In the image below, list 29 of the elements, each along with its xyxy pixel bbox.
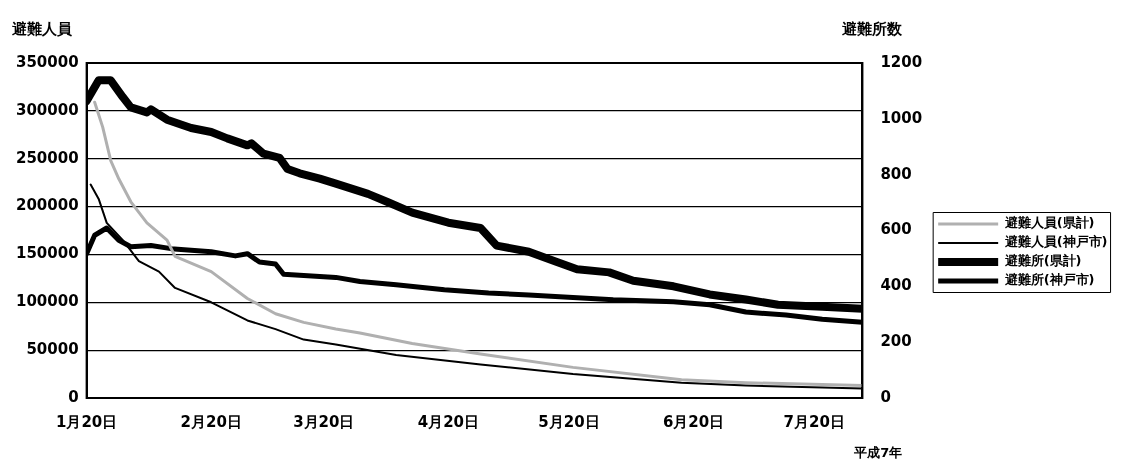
legend-label: 避難人員(神戸市) [1003,234,1108,250]
text: 平成7年 [853,445,903,461]
y2-axis-title: 避難所数 [841,19,904,38]
y2-tick-label: 1200 [880,52,923,71]
legend-label: 避難所(神戸市) [1003,272,1095,288]
x-tick-label: 6月20日 [662,412,725,431]
y-tick-label: 150000 [16,244,79,263]
y-tick-label: 350000 [16,52,79,71]
y2-tick-label: 0 [880,387,891,406]
y2-tick-label: 600 [880,220,912,239]
y2-tick-label: 400 [880,276,912,295]
x-tick-label: 1月20日 [55,412,118,431]
y-axis-title: 避難人員 [11,19,73,38]
y-tick-label: 0 [68,387,79,406]
x-tick-label: 2月20日 [180,412,242,431]
y-tick-label: 300000 [16,100,79,119]
x-tick-label: 4月20日 [417,412,480,431]
legend-label: 避難所(県計) [1003,253,1082,269]
y2-tick-label: 800 [880,164,912,183]
x-tick-label: 3月20日 [293,412,355,431]
y-tick-label: 250000 [16,148,79,167]
y-tick-label: 100000 [16,292,79,311]
legend-label: 避難人員(県計) [1003,215,1095,231]
y-tick-label: 50000 [26,340,79,359]
y2-tick-label: 1000 [880,108,923,127]
y-tick-label: 200000 [16,196,79,215]
x-tick-label: 7月20日 [783,412,845,431]
x-tick-label: 5月20日 [538,412,600,431]
y2-tick-label: 200 [880,332,912,351]
